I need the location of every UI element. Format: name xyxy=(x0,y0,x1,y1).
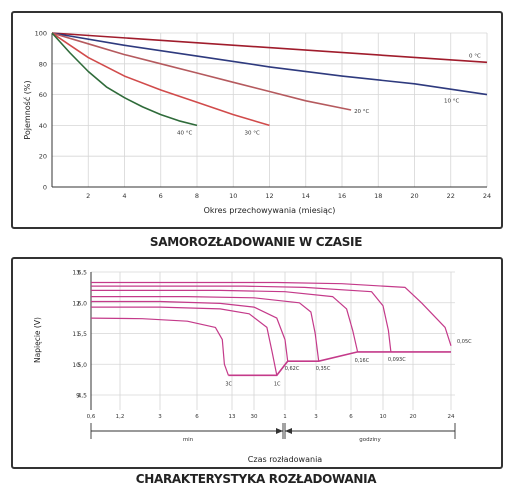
x-tick-label: 10 xyxy=(380,414,387,420)
x-tick-label: 6 xyxy=(195,414,199,420)
x-axis-title: Okres przechowywania (miesiąc) xyxy=(204,206,336,215)
x-tick-label: 3 xyxy=(158,414,162,420)
y-tick-label-right: 6,5 xyxy=(77,270,87,277)
series-label: 20 °C xyxy=(354,109,369,115)
discharge-rate-label: 0,35C xyxy=(316,366,331,372)
x-tick-label: 22 xyxy=(447,192,455,200)
y-tick-label: 80 xyxy=(39,60,47,68)
x-tick-label: 1,2 xyxy=(116,414,125,420)
y-tick-label-left: 9 xyxy=(76,393,80,400)
x-tick-label: 3 xyxy=(314,414,318,420)
y-tick-label: 0 xyxy=(43,184,47,192)
y-axis-title: Napięcie (V) xyxy=(33,317,42,363)
x-tick-label: 24 xyxy=(448,414,455,420)
x-tick-label: 20 xyxy=(410,192,418,200)
discharge-caption: CHARAKTERYSTYKA ROZŁADOWANIA xyxy=(135,472,377,486)
discharge-curve-1 xyxy=(91,306,278,376)
x-tick-label: 24 xyxy=(483,192,491,200)
discharge-curve-3 xyxy=(91,296,320,362)
range-label-min: min xyxy=(183,437,194,443)
x-tick-label: 0,6 xyxy=(87,414,96,420)
y-tick-label: 100 xyxy=(35,30,47,38)
discharge-characteristic-panel xyxy=(11,257,503,469)
series-label: 30 °C xyxy=(245,130,260,136)
series-line-4 xyxy=(51,32,198,127)
series-label: 10 °C xyxy=(444,99,459,105)
x-tick-label: 8 xyxy=(195,192,199,200)
y-tick-label-left: 13 xyxy=(72,270,80,277)
x-tick-label: 14 xyxy=(302,192,310,200)
bracket-arrow xyxy=(276,428,283,434)
self-discharge-caption: SAMOROZŁADOWANIE W CZASIE xyxy=(149,235,363,249)
y-tick-label-right: 5,0 xyxy=(77,362,87,369)
y-tick-label-left: 11 xyxy=(72,331,80,338)
y-tick-label: 40 xyxy=(39,122,47,130)
x-tick-label: 16 xyxy=(338,192,346,200)
x-tick-label: 30 xyxy=(251,414,258,420)
series-line-0 xyxy=(51,32,488,64)
series-label: 0 °C xyxy=(469,53,481,59)
cutoff-voltage-line xyxy=(228,351,451,377)
x-tick-label: 1 xyxy=(283,414,287,420)
y-tick-label-right: 5,5 xyxy=(77,331,87,338)
discharge-rate-label: 3C xyxy=(225,381,232,387)
x-tick-label: 6 xyxy=(349,414,353,420)
series-line-2 xyxy=(51,32,352,111)
series-line-1 xyxy=(51,32,488,96)
discharge-rate-label: 0,16C xyxy=(355,358,370,364)
series-label: 40 °C xyxy=(177,130,192,136)
x-tick-label: 6 xyxy=(159,192,163,200)
x-axis-title: Czas rozładowania xyxy=(248,455,322,464)
discharge-curve-0 xyxy=(90,317,229,376)
discharge-rate-label: 0,62C xyxy=(285,366,300,372)
y-tick-label-right: 6,0 xyxy=(77,300,87,307)
x-tick-label: 4 xyxy=(122,192,126,200)
y-tick-label-left: 10 xyxy=(72,362,80,369)
bracket-arrow xyxy=(285,428,292,434)
x-tick-label: 12 xyxy=(265,192,273,200)
discharge-rate-label: 1C xyxy=(274,381,281,387)
range-label-hours: godziny xyxy=(359,437,381,443)
discharge-curve-6 xyxy=(91,281,452,346)
y-axis-title: Pojemność (%) xyxy=(22,80,32,139)
discharge-rate-label: 0,05C xyxy=(457,339,472,345)
x-tick-label: 10 xyxy=(229,192,237,200)
discharge-curve-4 xyxy=(91,289,359,353)
x-tick-label: 2 xyxy=(86,192,90,200)
discharge-rate-label: 0,093C xyxy=(388,357,406,363)
y-tick-label-right: 4,5 xyxy=(77,393,87,400)
y-tick-label: 20 xyxy=(39,153,47,161)
discharge-curve-5 xyxy=(91,285,392,352)
y-tick-label: 60 xyxy=(39,91,47,99)
discharge-curve-2 xyxy=(91,300,289,362)
series-line-3 xyxy=(51,32,270,127)
x-tick-label: 20 xyxy=(410,414,417,420)
y-tick-label-left: 12 xyxy=(72,300,80,307)
x-tick-label: 13 xyxy=(229,414,236,420)
x-tick-label: 18 xyxy=(374,192,382,200)
